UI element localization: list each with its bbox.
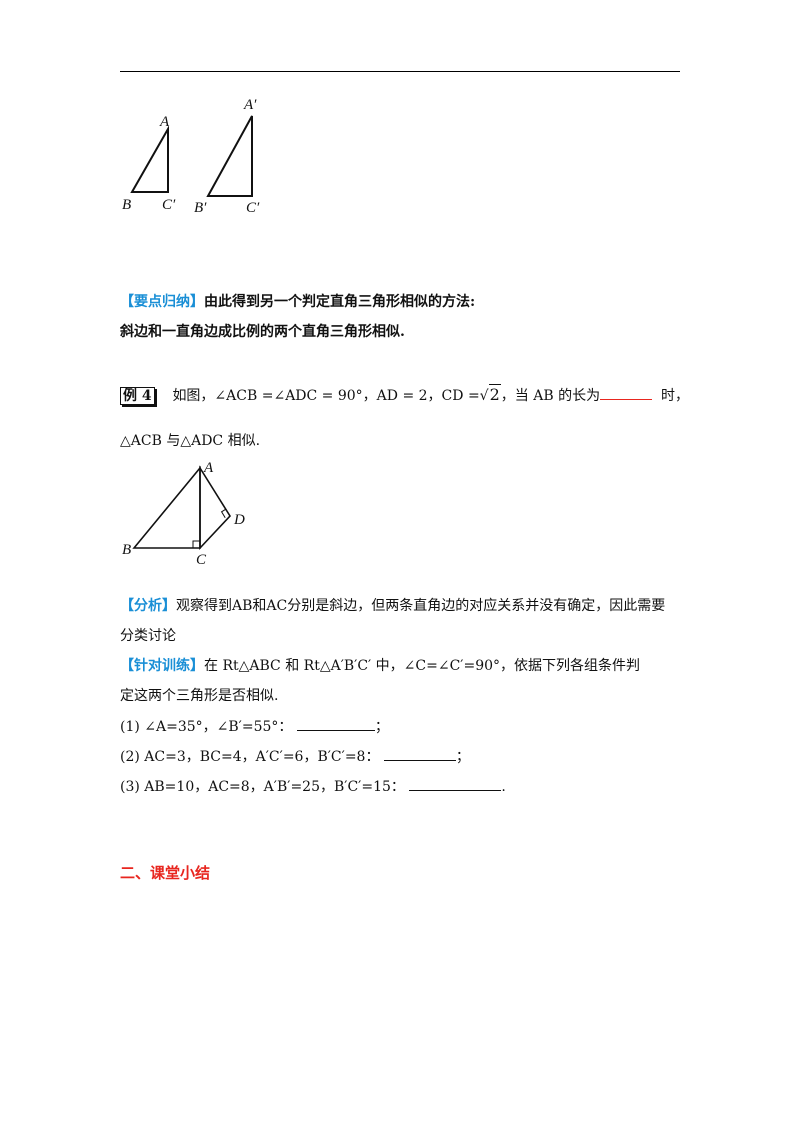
item-text: (1) ∠A=35°，∠B′=55°： (120, 719, 293, 735)
item-blank[interactable] (383, 746, 456, 761)
triangle-abc (130, 125, 169, 193)
label-c: C (196, 552, 207, 568)
section-heading: 二、课堂小结 (120, 864, 211, 882)
label-c-prime: C′ (246, 200, 260, 216)
summary-text-1: 由此得到另一个判定直角三角形相似的方法: (204, 294, 476, 310)
training-text-1: 在 Rt△ABC 和 Rt△A′B′C′ 中，∠C=∠C′=90°，依据下列各组… (204, 658, 641, 674)
example4-line-1: 例 4 如图，∠ACB =∠ADC = 90°，AD = 2，CD =√2，当 … (120, 384, 689, 406)
triangle-adc (199, 465, 232, 551)
example4-label: 例 4 (120, 387, 155, 405)
item-end: ； (455, 749, 470, 765)
item-text: (3) AB=10，AC=8，A′B′=25，B′C′=15： (120, 779, 405, 795)
header-rule (120, 71, 680, 72)
triangle-a-prime (206, 115, 253, 197)
similar-triangles-figure: A B C′ A′ B′ C′ (122, 97, 260, 216)
analysis-line-2: 分类讨论 (120, 628, 176, 644)
item-blank[interactable] (296, 716, 375, 731)
example4-text-b: ，当 AB 的长为 (500, 388, 601, 404)
right-angle-d (220, 508, 227, 518)
label-a: A (159, 114, 170, 130)
summary-line-1: 【要点归纳】由此得到另一个判定直角三角形相似的方法: (120, 292, 475, 312)
label-b: B (122, 197, 131, 213)
label-d: D (233, 512, 245, 528)
training-line-1: 【针对训练】在 Rt△ABC 和 Rt△A′B′C′ 中，∠C=∠C′=90°，… (120, 656, 640, 676)
analysis-line-1: 【分析】观察得到AB和AC分别是斜边，但两条直角边的对应关系并没有确定，因此需要 (120, 596, 665, 616)
item-text: (2) AC=3，BC=4，A′C′=6，B′C′=8： (120, 749, 380, 765)
summary-line-2: 斜边和一直角边成比例的两个直角三角形相似. (120, 324, 405, 340)
item-blank[interactable] (409, 776, 502, 791)
example4-text-a: 如图，∠ACB =∠ADC = 90°，AD = 2，CD = (172, 388, 480, 404)
item-end: ； (374, 719, 389, 735)
triangle-acb (132, 465, 201, 549)
label-a: A (203, 460, 214, 476)
analysis-text-1: 观察得到AB和AC分别是斜边，但两条直角边的对应关系并没有确定，因此需要 (176, 598, 666, 614)
answer-blank[interactable] (600, 385, 653, 400)
right-angle-c (192, 540, 201, 549)
training-tag: 【针对训练】 (120, 658, 204, 674)
training-item-2: (2) AC=3，BC=4，A′C′=6，B′C′=8： ； (120, 746, 470, 767)
label-b-prime: B′ (194, 200, 207, 216)
training-item-3: (3) AB=10，AC=8，A′B′=25，B′C′=15： . (120, 776, 506, 797)
summary-tag: 【要点归纳】 (120, 294, 204, 310)
sqrt-radicand: 2 (488, 384, 501, 404)
example4-figure: A B C D (122, 460, 245, 568)
label-c: C′ (162, 197, 176, 213)
analysis-tag: 【分析】 (120, 598, 176, 614)
label-b: B (122, 542, 131, 558)
training-item-1: (1) ∠A=35°，∠B′=55°： ； (120, 716, 389, 737)
example4-line-2: △ACB 与△ADC 相似. (120, 433, 261, 449)
sqrt-symbol: √2 (479, 384, 501, 404)
item-end: . (501, 779, 506, 795)
example4-text-c: 时， (661, 388, 689, 404)
training-line-2: 定这两个三角形是否相似. (120, 688, 279, 704)
label-a-prime: A′ (243, 97, 257, 113)
